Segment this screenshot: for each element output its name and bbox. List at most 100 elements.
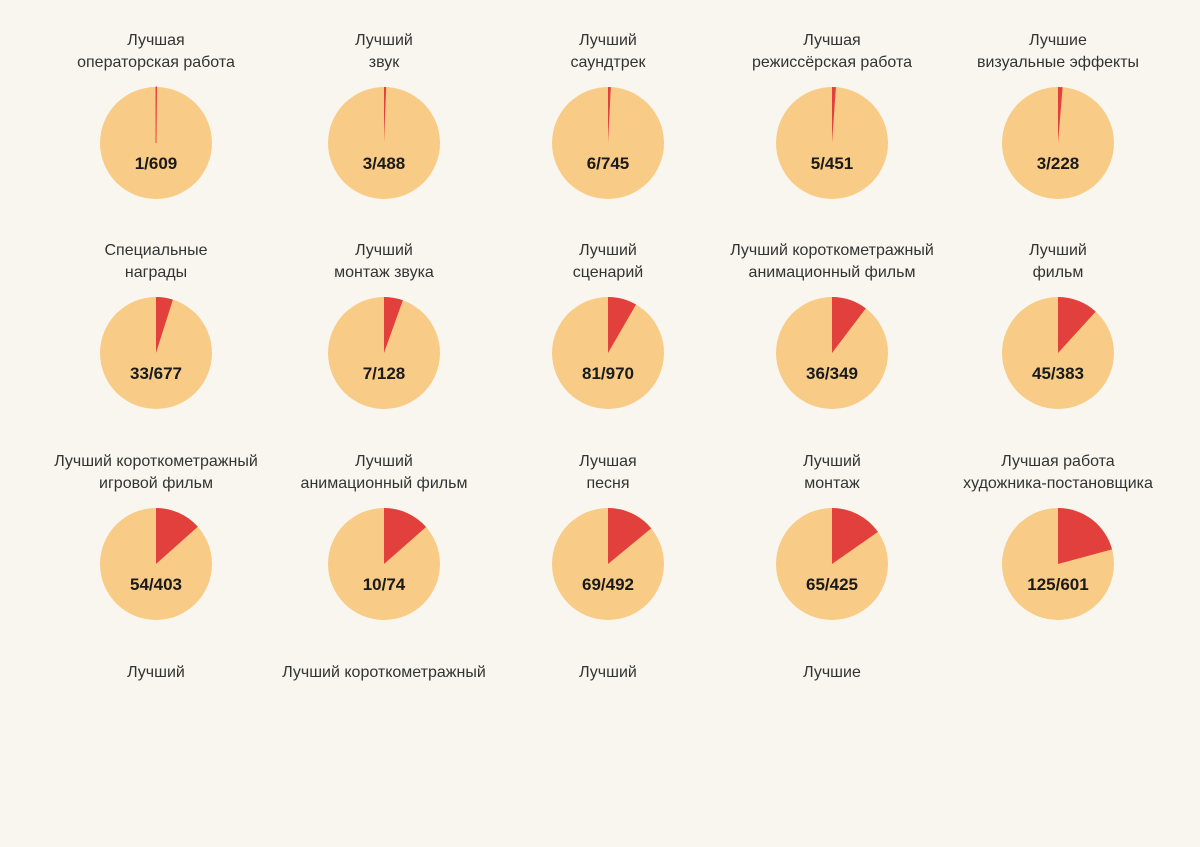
pie-ratio-label: 6/745	[587, 154, 630, 173]
panel-title-line: Лучший	[803, 453, 861, 470]
pie-panel: Лучшая режиссёрская работа 5/451	[712, 0, 952, 215]
pie-panel: Лучшая песня 69/492	[488, 421, 728, 636]
pie-chart: 69/492	[552, 508, 664, 620]
panel-title-line: Лучший короткометражный	[282, 664, 486, 681]
pie-slice-winner	[1058, 297, 1096, 353]
pie-ratio-label: 54/403	[130, 575, 182, 594]
panel-title: Лучшая песня	[488, 451, 728, 495]
panel-title: Лучшие визуальные эффекты	[938, 30, 1178, 74]
pie-chart: 125/601	[1002, 508, 1114, 620]
pie-chart: 5/451	[776, 87, 888, 199]
pie-ratio-label: 81/970	[582, 364, 634, 383]
panel-title-line: Лучший	[355, 242, 413, 259]
panel-title: Лучший короткометражный	[264, 662, 504, 684]
panel-title-line: Лучший	[579, 32, 637, 49]
panel-title-line: Лучший	[579, 664, 637, 681]
pie-ratio-label: 3/488	[363, 154, 406, 173]
pie-slice-winner	[1058, 508, 1113, 564]
panel-title-line: Лучшая	[127, 32, 185, 49]
pie-ratio-label: 33/677	[130, 364, 182, 383]
pie-slice-winner	[156, 297, 173, 353]
pie-chart: 6/745	[552, 86, 664, 199]
pie-panel: Лучшая работа художника-постановщика 125/6…	[938, 421, 1178, 636]
panel-title-line: Лучшие	[803, 664, 861, 681]
panel-title-line: Лучший короткометражный	[54, 453, 258, 470]
pie-chart: 1/609	[100, 86, 212, 199]
panel-title-line: Специальные	[104, 242, 208, 259]
pie-panel: Лучший фильм 45/383	[938, 210, 1178, 425]
panel-title: Лучший короткометражный игровой фильм	[36, 451, 276, 495]
pie-panel: Лучший	[488, 632, 728, 847]
panel-title-line: Лучший короткометражный	[730, 242, 934, 259]
pie-slice-winner	[384, 86, 387, 143]
pie-panel: Лучший короткометражный анимационный филь…	[712, 210, 952, 425]
pie-panel: Лучший короткометражный игровой фильм 54/4…	[36, 421, 276, 636]
panel-title: Лучшая режиссёрская работа	[712, 30, 952, 74]
pie-panel: Лучший саундтрек 6/745	[488, 0, 728, 215]
pie-panel: Лучший звук 3/488	[264, 0, 504, 215]
panel-title: Лучшие	[712, 662, 952, 684]
pie-slice-winner	[832, 87, 836, 143]
pie-slice-winner	[832, 297, 866, 353]
panel-title-line: Лучшая	[803, 32, 861, 49]
panel-title-line: саундтрек	[570, 54, 646, 71]
pie-chart: 65/425	[776, 508, 888, 620]
panel-title-line: режиссёрская работа	[752, 54, 912, 71]
pie-chart: 33/677	[100, 297, 212, 409]
panel-title: Лучший монтаж	[712, 451, 952, 495]
pie-chart: 36/349	[776, 297, 888, 409]
panel-title-line: монтаж	[804, 475, 860, 492]
pie-panel: Лучший монтаж звука 7/128	[264, 210, 504, 425]
pie-chart: 7/128	[328, 297, 440, 409]
pie-ratio-label: 3/228	[1037, 154, 1080, 173]
pie-chart: 81/970	[552, 297, 664, 409]
pie-chart: 10/74	[328, 508, 440, 620]
panel-title-line: Лучший	[355, 32, 413, 49]
pie-chart: 45/383	[1002, 297, 1114, 409]
pie-ratio-label: 5/451	[811, 154, 854, 173]
pie-ratio-label: 65/425	[806, 575, 858, 594]
pie-chart: 3/488	[328, 86, 440, 199]
panel-title-line: анимационный фильм	[748, 264, 916, 281]
pie-slice-winner	[1058, 87, 1063, 143]
pie-ratio-label: 1/609	[135, 154, 178, 173]
pie-panel: Специальные награды 33/677	[36, 210, 276, 425]
panel-title-line: операторская работа	[77, 54, 235, 71]
panel-title-line: сценарий	[572, 264, 644, 281]
pie-slice-winner	[832, 508, 878, 564]
panel-title: Лучший фильм	[938, 240, 1178, 284]
panel-title: Лучший	[36, 662, 276, 684]
pie-slice-winner	[608, 297, 637, 353]
panel-title-line: Лучшая работа	[1001, 453, 1115, 470]
pie-slice-winner	[384, 508, 427, 564]
pie-ratio-label: 125/601	[1027, 575, 1088, 594]
panel-title-line: фильм	[1032, 264, 1084, 281]
panel-title: Лучший звук	[264, 30, 504, 74]
pie-slice-winner	[156, 508, 198, 564]
panel-title-line: песня	[586, 475, 630, 492]
pie-panel: Лучшие	[712, 632, 952, 847]
pie-panel: Лучший короткометражный	[264, 632, 504, 847]
panel-title: Лучший короткометражный анимационный филь…	[712, 240, 952, 284]
panel-title: Лучший саундтрек	[488, 30, 728, 74]
panel-title: Лучший анимационный фильм	[264, 451, 504, 495]
panel-title-line: Лучшие	[1029, 32, 1087, 49]
pie-panel: Лучший анимационный фильм 10/74	[264, 421, 504, 636]
panel-title-line: анимационный фильм	[300, 475, 468, 492]
panel-title-line: игровой фильм	[99, 475, 213, 492]
pie-slice-winner	[155, 86, 158, 144]
pie-chart-grid: Лучшая операторская работа 1/609 Лучший звук…	[36, 0, 1178, 681]
pie-panel: Лучшая операторская работа 1/609	[36, 0, 276, 215]
panel-title-line: Лучший	[579, 242, 637, 259]
pie-ratio-label: 36/349	[806, 364, 858, 383]
pie-ratio-label: 7/128	[363, 364, 406, 383]
pie-slice-winner	[384, 297, 403, 353]
panel-title-line: Лучший	[127, 664, 185, 681]
panel-title: Лучший монтаж звука	[264, 240, 504, 284]
pie-slice-winner	[608, 86, 611, 143]
pie-ratio-label: 10/74	[363, 575, 406, 594]
panel-title: Специальные награды	[36, 240, 276, 284]
panel-title-line: Лучший	[1029, 242, 1087, 259]
panel-title-line: визуальные эффекты	[976, 54, 1140, 71]
panel-title: Лучшая операторская работа	[36, 30, 276, 74]
